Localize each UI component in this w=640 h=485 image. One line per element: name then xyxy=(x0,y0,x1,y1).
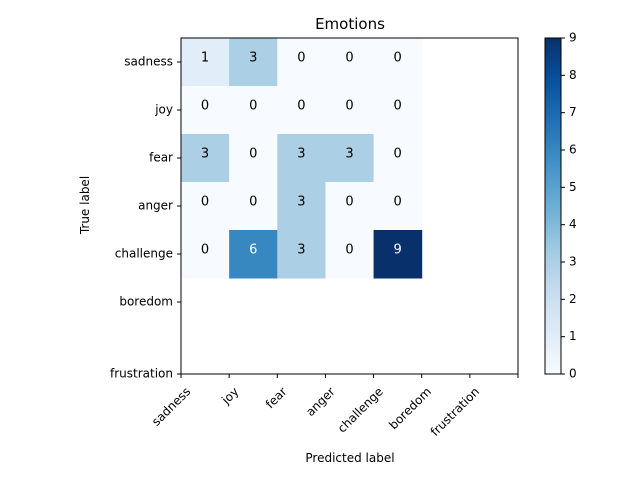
cell-value-label: 0 xyxy=(297,99,305,114)
heatmap-cell xyxy=(325,86,375,135)
cell-value-label: 0 xyxy=(345,243,353,258)
cell-value-label: 0 xyxy=(394,51,402,66)
heatmap-cell xyxy=(277,134,326,183)
heatmap-cell xyxy=(373,86,423,135)
heatmap-cell xyxy=(181,38,230,87)
heatmap-cell xyxy=(181,230,230,279)
heatmap-cell xyxy=(277,230,326,279)
cell-value-label: 3 xyxy=(201,147,209,162)
heatmap-cell xyxy=(181,86,230,135)
y-axis-ticks: sadness joy fear anger challenge boredom frust… xyxy=(110,55,181,381)
colorbar-tick-label: 0 xyxy=(569,367,577,381)
colorbar xyxy=(544,37,562,375)
cell-value-label: 3 xyxy=(297,147,305,162)
heatmap-cell xyxy=(181,182,230,231)
heatmap-cell xyxy=(229,38,278,87)
cell-value-label: 3 xyxy=(249,51,257,66)
heatmap-cell xyxy=(373,230,423,279)
cell-value-label: 0 xyxy=(249,147,257,162)
cell-value-label: 0 xyxy=(201,99,209,114)
heatmap-cell xyxy=(373,134,423,183)
heatmap-cell xyxy=(277,182,326,231)
heatmap-cell xyxy=(277,86,326,135)
y-tick-label: boredom xyxy=(119,295,173,309)
colorbar-tick-label: 6 xyxy=(569,143,577,157)
heatmap-cell xyxy=(373,182,423,231)
cell-value-label: 0 xyxy=(394,99,402,114)
y-axis-label: True label xyxy=(78,176,92,235)
chart-title: Emotions xyxy=(315,15,385,33)
cell-value-label: 6 xyxy=(249,243,257,258)
heatmap-cell xyxy=(373,38,423,87)
colorbar-tick-label: 2 xyxy=(569,292,577,306)
colorbar-tick-label: 8 xyxy=(569,68,577,82)
cell-value-label: 0 xyxy=(345,51,353,66)
cell-value-label: 9 xyxy=(394,243,402,258)
cell-value-label: 0 xyxy=(394,195,402,210)
cell-value-label: 0 xyxy=(345,99,353,114)
cell-value-label: 0 xyxy=(297,51,305,66)
colorbar-tick-label: 7 xyxy=(569,105,577,119)
heatmap-cell xyxy=(325,134,375,183)
cell-value-labels: 1 3 0 0 0 0 0 0 0 0 3 0 3 3 0 0 0 3 0 0 0 6 3 0 9 xyxy=(201,51,402,258)
cell-value-label: 0 xyxy=(249,99,257,114)
cell-value-label: 0 xyxy=(201,195,209,210)
y-tick-label: challenge xyxy=(115,247,173,261)
colorbar-tick-label: 3 xyxy=(569,255,577,269)
heatmap-cells xyxy=(181,38,423,279)
heatmap-cell xyxy=(229,230,278,279)
colorbar-tick-label: 5 xyxy=(569,180,577,194)
colorbar-tick-label: 1 xyxy=(569,329,577,343)
heatmap-cell xyxy=(229,134,278,183)
heatmap-cell xyxy=(325,38,375,87)
y-tick-label: frustration xyxy=(110,367,173,381)
heatmap-cell xyxy=(325,182,375,231)
heatmap-cell xyxy=(277,38,326,87)
cell-value-label: 3 xyxy=(297,195,305,210)
y-tick-label: fear xyxy=(149,151,173,165)
heatmap-cell xyxy=(325,230,375,279)
colorbar-ticks: 0 1 2 3 4 5 6 7 8 9 xyxy=(561,31,577,381)
colorbar-tick-label: 4 xyxy=(569,217,577,231)
y-tick-label: sadness xyxy=(124,55,173,69)
heatmap-cell xyxy=(229,86,278,135)
y-tick-label: joy xyxy=(154,103,173,117)
cell-value-label: 3 xyxy=(297,243,305,258)
cell-value-label: 1 xyxy=(201,51,209,66)
x-axis-label: Predicted label xyxy=(305,451,394,465)
cell-value-label: 0 xyxy=(201,243,209,258)
cell-value-label: 3 xyxy=(345,147,353,162)
cell-value-label: 0 xyxy=(394,147,402,162)
cell-value-label: 0 xyxy=(345,195,353,210)
colorbar-tick-label: 9 xyxy=(569,31,577,45)
heatmap-cell xyxy=(229,182,278,231)
heatmap-cell xyxy=(181,134,230,183)
cell-value-label: 0 xyxy=(249,195,257,210)
y-tick-label: anger xyxy=(138,199,173,213)
